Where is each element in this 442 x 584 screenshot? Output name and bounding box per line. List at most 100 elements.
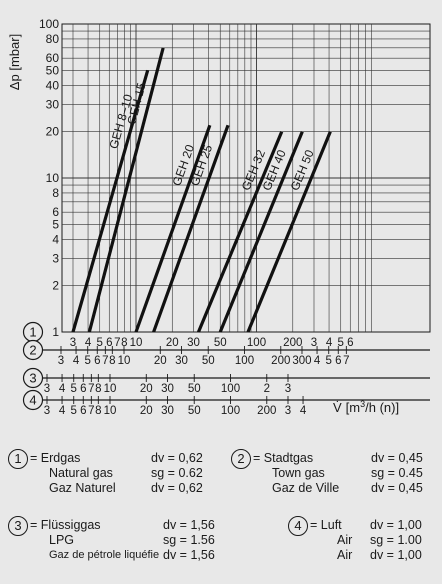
y-tick-label: 6 — [52, 205, 59, 219]
scale-marker-label: 1 — [29, 325, 36, 340]
scale-tick-label: 4 — [326, 337, 333, 349]
scale-tick-label: 100 — [247, 337, 266, 349]
scale-tick-label: 3 — [44, 383, 50, 395]
scale-tick-label: 6 — [335, 355, 341, 367]
scale-tick-label: 10 — [104, 405, 117, 417]
legend-row: Town gas sg = 0.45 — [272, 466, 423, 480]
y-axis-label: Δp [mbar] — [7, 34, 22, 90]
series-line — [71, 69, 150, 333]
legend-marker-3: 3 — [8, 516, 28, 536]
y-tick-label: 2 — [52, 279, 59, 293]
y-tick-label: 1 — [52, 325, 59, 339]
scale-tick-label: 10 — [104, 383, 117, 395]
scale-tick-label: 50 — [214, 337, 227, 349]
legend-block-4: = Luft dv = 1,00 Air sg = 1.00 Air dv = 1,0… — [310, 518, 440, 562]
legend-row: = Stadtgas dv = 0,45 — [253, 451, 423, 465]
scale-marker-3 — [22, 367, 44, 389]
legend-row: Gaz de pétrole liquéfie dv = 1,56 — [49, 548, 215, 562]
y-tick-label: 30 — [46, 98, 60, 112]
scale-tick-label: 6 — [347, 337, 353, 349]
scale-tick-label: 300 — [292, 355, 311, 367]
scale-tick-label: 10 — [118, 355, 131, 367]
y-tick-label: 80 — [46, 32, 60, 46]
scale-tick-label: 50 — [188, 405, 201, 417]
scale-tick-label: 3 — [285, 405, 291, 417]
scale-tick-label: 20 — [140, 405, 153, 417]
legend-row: = Flüssiggas dv = 1,56 — [30, 518, 215, 532]
scale-tick-label: 30 — [161, 383, 174, 395]
series-line — [134, 124, 212, 333]
scale-marker-label: 4 — [29, 393, 36, 408]
x-axis-label: V̇ [m3/h (n)] — [333, 399, 399, 415]
scale-tick-label: 8 — [95, 383, 101, 395]
legend-marker-4: 4 — [288, 516, 308, 536]
scale-tick-label: 200 — [257, 405, 276, 417]
scale-tick-label: 7 — [343, 355, 349, 367]
scale-tick-label: 3 — [44, 405, 50, 417]
legend-block-2: = Stadtgas dv = 0,45 Town gas sg = 0.45 Ga… — [253, 451, 438, 496]
scale-tick-label: 3 — [58, 355, 64, 367]
scale-tick-label: 8 — [109, 355, 115, 367]
scale-marker-4 — [22, 389, 44, 411]
scale-tick-label: 20 — [154, 355, 167, 367]
y-tick-label: 40 — [46, 78, 60, 92]
legend-block-3: = Flüssiggas dv = 1,56 LPG sg = 1.56 Gaz d… — [30, 518, 230, 563]
legend-row: = Luft dv = 1,00 — [310, 518, 422, 532]
grid-lines — [61, 23, 431, 333]
y-tick-label: 60 — [46, 51, 60, 65]
scale-tick-label: 100 — [221, 405, 240, 417]
scale-tick-label: 3 — [311, 337, 317, 349]
scale-marker-2 — [22, 339, 44, 361]
y-tick-label: 10 — [46, 171, 60, 185]
scale-tick-label: 50 — [188, 383, 201, 395]
scale-marker-label: 2 — [29, 343, 36, 358]
scale-tick-label: 100 — [235, 355, 254, 367]
y-tick-label: 50 — [46, 63, 60, 77]
scale-tick-label: 5 — [326, 355, 332, 367]
scale-tick-label: 5 — [71, 405, 77, 417]
scale-tick-label: 200 — [271, 355, 290, 367]
y-tick-label: 20 — [46, 125, 60, 139]
legend-row: = Erdgas dv = 0,62 — [30, 451, 203, 465]
series-line — [152, 124, 230, 333]
series-line — [218, 131, 304, 333]
legend-row: Natural gas sg = 0.62 — [49, 466, 203, 480]
scale-tick-label: 7 — [114, 337, 120, 349]
scale-tick-label: 30 — [175, 355, 188, 367]
legend-row: Gaz de Ville dv = 0,45 — [272, 481, 423, 495]
scale-tick-label: 3 — [70, 337, 76, 349]
scale-tick-label: 6 — [106, 337, 112, 349]
scale-tick-label: 6 — [94, 355, 100, 367]
legend-block-1: = Erdgas dv = 0,62 Natural gas sg = 0.62 G… — [30, 451, 230, 496]
scale-tick-label: 20 — [140, 383, 153, 395]
scale-tick-label: 6 — [80, 405, 86, 417]
scale-tick-label: 30 — [161, 405, 174, 417]
scale-tick-label: 7 — [102, 355, 108, 367]
scale-tick-label: 5 — [71, 383, 77, 395]
scale-tick-label: 5 — [85, 355, 91, 367]
scale-tick-label: 7 — [88, 405, 94, 417]
series-line — [87, 47, 165, 333]
scale-tick-label: 4 — [73, 355, 80, 367]
legend-row: Gaz Naturel dv = 0,62 — [49, 481, 203, 495]
scale-tick-label: 5 — [338, 337, 344, 349]
scale-tick-label: 4 — [59, 383, 66, 395]
scale-tick-label: 7 — [88, 383, 94, 395]
scale-tick-label: 4 — [300, 405, 307, 417]
series-line — [246, 131, 332, 333]
series-line — [197, 131, 284, 333]
scale-tick-label: 3 — [285, 383, 291, 395]
y-tick-label: 5 — [52, 217, 59, 231]
scale-tick-label: 4 — [85, 337, 92, 349]
scale-tick-label: 30 — [187, 337, 200, 349]
scale-axes: 13 4 5 6 7 8 10 20 30 50 100 200 3 4 5 623 4 5 6 7 8 10 20 30 50… — [22, 321, 430, 417]
y-tick-label: 8 — [52, 186, 59, 200]
scale-tick-label: 8 — [121, 337, 127, 349]
scale-tick-label: 4 — [59, 405, 66, 417]
scale-tick-label: 200 — [283, 337, 302, 349]
y-tick-label: 4 — [52, 232, 59, 246]
